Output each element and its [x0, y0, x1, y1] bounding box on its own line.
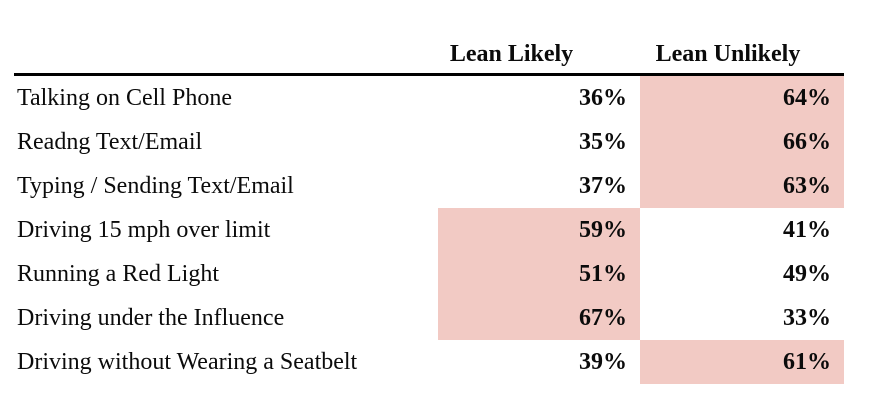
table-row: Driving 15 mph over limit 59% 41%: [14, 208, 844, 252]
table-row: Driving under the Influence 67% 33%: [14, 296, 844, 340]
header-row: Lean Likely Lean Unlikely: [14, 33, 844, 76]
table-row: Driving without Wearing a Seatbelt 39% 6…: [14, 340, 844, 384]
lean-likely-value: 67%: [438, 296, 640, 340]
lean-unlikely-value: 49%: [783, 260, 831, 287]
lean-unlikely-value: 61%: [640, 340, 844, 384]
lean-likely-value: 59%: [438, 208, 640, 252]
row-label: Typing / Sending Text/Email: [17, 172, 294, 199]
lean-likely-value: 36%: [579, 84, 627, 111]
lean-unlikely-value: 41%: [783, 216, 831, 243]
row-label: Talking on Cell Phone: [17, 84, 232, 111]
lean-likely-value: 51%: [438, 252, 640, 296]
lean-unlikely-value: 33%: [783, 304, 831, 331]
table-row: Talking on Cell Phone 36% 64%: [14, 74, 844, 120]
lean-unlikely-value: 64%: [640, 74, 844, 120]
col-header-lean-likely: Lean Likely: [438, 33, 640, 76]
row-label-header: [14, 33, 438, 76]
row-label: Driving 15 mph over limit: [17, 216, 271, 243]
row-label: Driving under the Influence: [17, 304, 285, 331]
row-label: Running a Red Light: [17, 260, 219, 287]
row-label: Readng Text/Email: [17, 128, 203, 155]
table-row: Typing / Sending Text/Email 37% 63%: [14, 164, 844, 208]
lean-unlikely-value: 66%: [640, 120, 844, 164]
lean-likely-unlikely-table: Lean Likely Lean Unlikely Talking on Cel…: [14, 33, 844, 384]
lean-likely-value: 35%: [579, 128, 627, 155]
lean-likely-value: 37%: [579, 172, 627, 199]
lean-likely-value: 39%: [579, 348, 627, 375]
lean-unlikely-value: 63%: [640, 164, 844, 208]
col-header-lean-unlikely: Lean Unlikely: [640, 33, 844, 76]
table-row: Readng Text/Email 35% 66%: [14, 120, 844, 164]
table-row: Running a Red Light 51% 49%: [14, 252, 844, 296]
row-label: Driving without Wearing a Seatbelt: [17, 348, 358, 375]
